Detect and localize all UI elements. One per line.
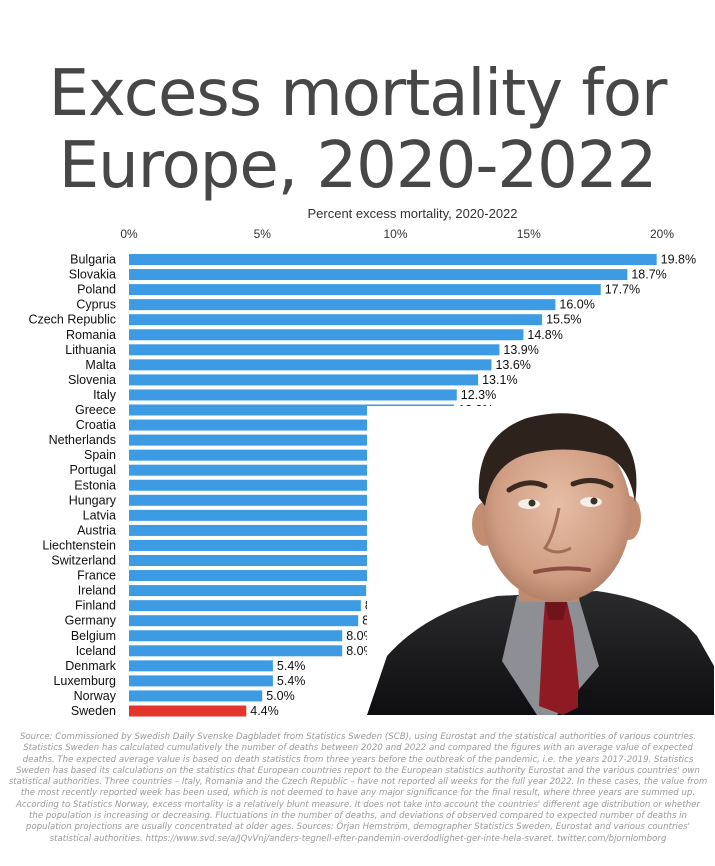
bar — [129, 359, 492, 371]
bar — [129, 585, 367, 597]
bar — [129, 434, 439, 446]
bar — [129, 269, 628, 281]
category-label: Sweden — [71, 704, 116, 718]
category-label: Luxemburg — [53, 674, 116, 688]
bar — [129, 494, 399, 506]
category-label: Netherlands — [49, 433, 116, 447]
category-label: Norway — [74, 689, 117, 703]
category-label: Finland — [75, 599, 116, 613]
category-label: Slovenia — [68, 373, 116, 387]
bar — [129, 464, 431, 476]
category-label: Belgium — [71, 629, 116, 643]
category-label: Greece — [75, 403, 116, 417]
category-label: Latvia — [83, 508, 116, 522]
category-label: Bulgaria — [70, 253, 116, 267]
bar — [129, 389, 457, 401]
value-label: 14.8% — [527, 328, 562, 342]
x-axis-label: Percent excess mortality, 2020-2022 — [307, 206, 518, 221]
category-label: Poland — [77, 283, 116, 297]
value-label: 4.4% — [250, 704, 279, 718]
category-label: Hungary — [69, 493, 117, 507]
x-tick-label: 15% — [517, 227, 541, 241]
category-label: Germany — [65, 614, 117, 628]
category-label: Iceland — [76, 644, 116, 658]
bar — [129, 449, 431, 461]
bar — [129, 675, 273, 687]
category-label: Denmark — [65, 659, 116, 673]
value-label: 13.6% — [495, 358, 530, 372]
person-photo-icon — [367, 406, 714, 715]
bar — [129, 344, 500, 356]
category-label: Italy — [93, 388, 117, 402]
value-label: 5.4% — [277, 674, 306, 688]
value-label: 13.9% — [503, 343, 538, 357]
bar — [129, 314, 543, 326]
value-label: 17.7% — [605, 283, 640, 297]
category-label: Slovakia — [69, 268, 116, 282]
x-tick-label: 20% — [650, 227, 674, 241]
bar — [129, 555, 380, 566]
source-note: Source: Commissioned by Swedish Daily Sv… — [8, 732, 708, 844]
bar — [129, 705, 247, 717]
category-label: Romania — [66, 328, 116, 342]
value-label: 5.4% — [277, 659, 306, 673]
bar — [129, 600, 361, 612]
value-label: 16.0% — [559, 298, 594, 312]
bar — [129, 419, 441, 431]
category-label: Ireland — [78, 584, 116, 598]
value-label: 15.5% — [546, 313, 581, 327]
value-label: 18.7% — [631, 268, 666, 282]
category-label: Switzerland — [51, 554, 116, 568]
category-label: Austria — [77, 523, 116, 537]
category-label: Portugal — [69, 463, 116, 477]
category-label: Estonia — [74, 478, 116, 492]
bar — [129, 660, 273, 672]
x-tick-label: 5% — [254, 227, 272, 241]
category-label: Liechtenstein — [42, 538, 116, 552]
bar — [129, 524, 391, 536]
value-label: 5.0% — [266, 689, 295, 703]
category-label: Malta — [85, 358, 116, 372]
bar — [129, 479, 425, 491]
category-label: Lithuania — [65, 343, 116, 357]
bar — [129, 690, 263, 702]
bar — [129, 404, 455, 416]
x-tick-label: 0% — [120, 227, 138, 241]
bar — [129, 284, 601, 296]
category-label: Spain — [84, 448, 116, 462]
bar — [129, 374, 479, 386]
bar — [129, 299, 556, 311]
category-label: Cyprus — [76, 298, 116, 312]
bar — [129, 570, 375, 582]
category-label: Croatia — [76, 418, 116, 432]
bar — [129, 254, 657, 265]
value-label: 19.8% — [661, 253, 696, 267]
category-label: France — [77, 569, 116, 583]
bar — [129, 509, 393, 521]
bar — [129, 615, 359, 627]
bar — [129, 329, 524, 341]
category-label: Czech Republic — [28, 313, 116, 327]
bar — [129, 630, 343, 642]
value-label: 12.3% — [461, 388, 496, 402]
value-label: 13.1% — [482, 373, 517, 387]
x-tick-label: 10% — [383, 227, 407, 241]
chart-title: Excess mortality for Europe, 2020-2022 — [48, 57, 668, 203]
bar — [129, 645, 343, 657]
bar — [129, 539, 383, 551]
